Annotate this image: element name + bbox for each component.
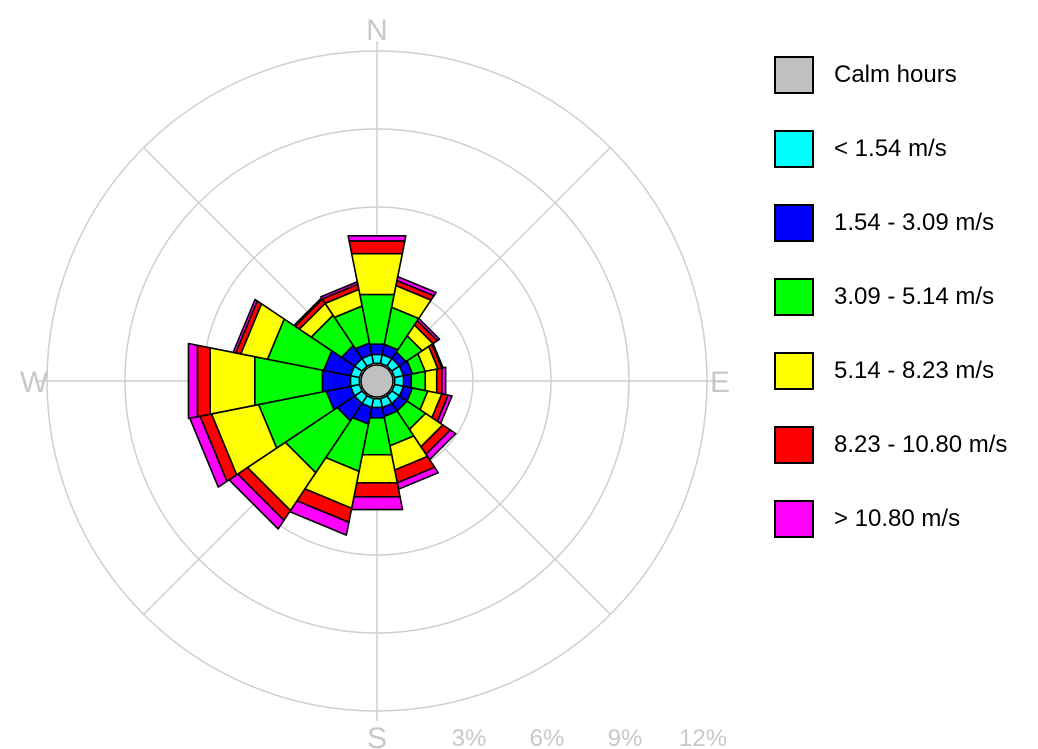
axis-labels: N E S W 3% 6% 9% 12% bbox=[20, 14, 730, 749]
legend-swatch-speed-4 bbox=[774, 352, 814, 390]
petal-segment bbox=[187, 342, 199, 420]
legend-swatch-speed-3 bbox=[774, 278, 814, 316]
legend-label-speed-1: < 1.54 m/s bbox=[834, 135, 947, 162]
wind-rose-chart: N E S W 3% 6% 9% 12% bbox=[20, 14, 730, 749]
petal-segment bbox=[232, 298, 258, 354]
petal-segment bbox=[424, 368, 438, 394]
radial-tick-label: 6% bbox=[530, 725, 565, 749]
compass-label-east: E bbox=[710, 366, 730, 399]
petal-segment bbox=[350, 496, 404, 511]
petal-segment bbox=[196, 344, 211, 418]
legend-swatch-calm bbox=[774, 56, 814, 94]
petal-segment bbox=[441, 366, 447, 396]
petal-segment bbox=[209, 347, 256, 415]
compass-label-north: N bbox=[366, 14, 388, 47]
petal-segment bbox=[396, 275, 437, 297]
compass-label-west: W bbox=[20, 366, 49, 399]
petal-segment bbox=[355, 453, 399, 484]
petal-segment bbox=[348, 240, 406, 255]
legend-label-speed-5: 8.23 - 10.80 m/s bbox=[834, 431, 1008, 458]
legend-swatch-speed-5 bbox=[774, 426, 814, 464]
legend-label-speed-2: 1.54 - 3.09 m/s bbox=[834, 209, 995, 236]
petal-segment bbox=[416, 317, 441, 342]
legend-swatch-speed-2 bbox=[774, 204, 814, 242]
compass-label-south: S bbox=[367, 722, 387, 749]
legend-swatch-speed-1 bbox=[774, 130, 814, 168]
legend-label-speed-6: > 10.80 m/s bbox=[834, 505, 961, 532]
legend-label-calm: Calm hours bbox=[834, 61, 957, 88]
petal-segment bbox=[347, 235, 407, 242]
radial-tick-label: 12% bbox=[679, 725, 727, 749]
petal-segment bbox=[353, 482, 401, 498]
legend-swatch-speed-6 bbox=[774, 500, 814, 538]
legend-label-speed-3: 3.09 - 5.14 m/s bbox=[834, 283, 995, 310]
radial-tick-label: 9% bbox=[608, 725, 643, 749]
calm-hours-circle bbox=[360, 364, 394, 398]
legend-label-speed-4: 5.14 - 8.23 m/s bbox=[834, 357, 995, 384]
wind-petals bbox=[187, 235, 457, 536]
petal-segment bbox=[319, 280, 359, 300]
radial-tick-label: 3% bbox=[452, 725, 487, 749]
